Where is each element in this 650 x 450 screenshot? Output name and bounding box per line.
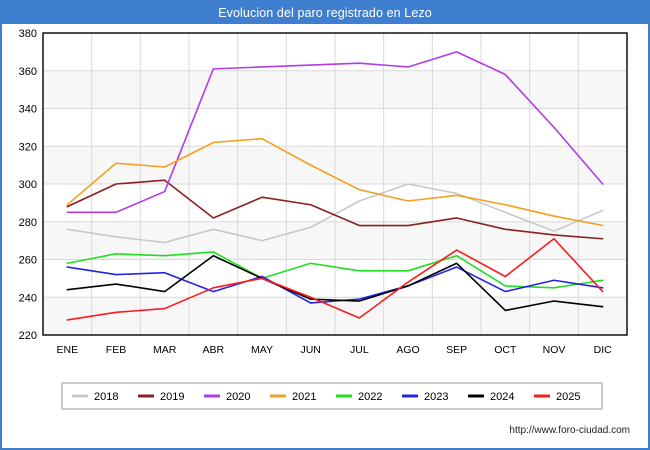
footer-url: http://www.foro-ciudad.com: [509, 425, 630, 436]
legend-label-2022[interactable]: 2022: [358, 391, 382, 403]
chart-canvas: 220 240 260 280 300 320 340 360 380 ENE FEB MAR ABR…: [2, 24, 648, 448]
x-axis-tick-labels: ENE FEB MAR ABR MAY JUN JUL AGO SEP OCT NOV DIC: [57, 344, 613, 356]
x-axis-tick-label: ENE: [57, 344, 79, 356]
x-axis-tick-label: MAR: [153, 344, 177, 356]
series-line-2019: [66, 179, 604, 240]
legend-label-2020[interactable]: 2020: [226, 391, 250, 403]
series-line-2022: [66, 251, 604, 289]
x-axis-tick-label: DIC: [594, 344, 613, 356]
series-line-2021: [66, 137, 604, 227]
series-lines: [66, 51, 604, 321]
series-line-2018: [66, 183, 604, 244]
legend-label-2025[interactable]: 2025: [556, 391, 580, 403]
y-axis-tick-labels: 220 240 260 280 300 320 340 360 380: [19, 28, 37, 342]
x-axis-tick-label: OCT: [494, 344, 517, 356]
x-axis-tick-label: SEP: [446, 344, 467, 356]
x-axis-tick-label: ABR: [203, 344, 225, 356]
legend-label-2019[interactable]: 2019: [160, 391, 184, 403]
y-axis-tick-label: 380: [19, 28, 37, 40]
x-axis-tick-label: MAY: [251, 344, 273, 356]
y-axis-tick-label: 240: [19, 292, 37, 304]
window-title-bar: Evolucion del paro registrado en Lezo: [2, 2, 648, 24]
y-axis-tick-label: 340: [19, 104, 37, 116]
x-axis-tick-label: NOV: [543, 344, 566, 356]
legend-label-2018[interactable]: 2018: [94, 391, 118, 403]
series-line-2023: [66, 266, 604, 304]
page-title: Evolucion del paro registrado en Lezo: [218, 6, 432, 20]
legend-label-2024[interactable]: 2024: [490, 391, 514, 403]
plot-frame: [42, 32, 628, 336]
legend-label-2021[interactable]: 2021: [292, 391, 316, 403]
legend-label-2023[interactable]: 2023: [424, 391, 448, 403]
series-line-2020: [66, 51, 604, 214]
y-axis-tick-label: 360: [19, 66, 37, 78]
series-line-2024: [66, 254, 604, 312]
chart-legend: 2018 2019 2020 2021 2022 2023 2024 2025: [61, 382, 603, 410]
x-axis-tick-label: JUL: [350, 344, 369, 356]
y-axis-tick-label: 320: [19, 141, 37, 153]
series-line-2025: [66, 237, 604, 321]
x-axis-tick-label: FEB: [106, 344, 126, 356]
line-chart: 220 240 260 280 300 320 340 360 380 ENE FEB MAR ABR…: [19, 28, 630, 436]
x-axis-tick-label: AGO: [396, 344, 419, 356]
x-axis-tick-label: JUN: [300, 344, 320, 356]
y-axis-tick-label: 280: [19, 217, 37, 229]
y-axis-tick-label: 300: [19, 179, 37, 191]
y-axis-tick-label: 220: [19, 330, 37, 342]
y-axis-tick-label: 260: [19, 255, 37, 267]
